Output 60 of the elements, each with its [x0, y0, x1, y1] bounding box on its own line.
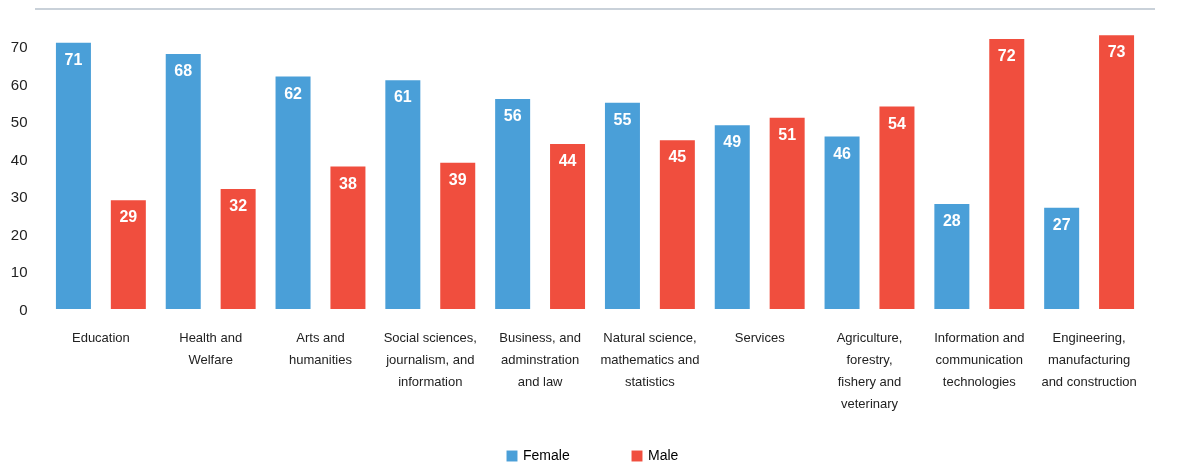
- bar: [824, 136, 860, 309]
- data-label: 45: [668, 148, 687, 166]
- data-label: 46: [833, 144, 852, 162]
- x-tick-label: Information and communication technologies: [934, 329, 1025, 389]
- x-tick-label: Social sciences, journalism, and information: [383, 329, 477, 389]
- data-label: 61: [393, 88, 412, 106]
- data-label: 56: [503, 107, 522, 124]
- bar: [495, 99, 531, 309]
- data-label: 44: [558, 152, 577, 169]
- data-label: 49: [723, 133, 742, 151]
- x-tick-label: Business, and adminstration and law: [499, 329, 581, 389]
- data-label: 39: [448, 170, 467, 188]
- bar: [604, 102, 640, 309]
- data-label: 54: [888, 114, 906, 132]
- y-tick-label: 0: [19, 300, 28, 318]
- legend-label: Male: [648, 447, 679, 463]
- data-label: 73: [1107, 43, 1126, 61]
- bar: [385, 80, 421, 309]
- y-tick-label: 70: [10, 38, 28, 55]
- bar: [879, 106, 915, 309]
- data-label: 62: [284, 84, 303, 102]
- x-tick-label: Services: [734, 329, 786, 345]
- x-tick-label: Education: [71, 329, 130, 345]
- y-tick-label: 40: [10, 150, 28, 168]
- y-tick-label: 30: [10, 188, 28, 205]
- bar: [934, 204, 970, 309]
- bar: [1099, 35, 1135, 309]
- bar: [550, 144, 586, 309]
- data-label: 51: [778, 125, 797, 143]
- data-label: 72: [997, 47, 1016, 64]
- data-label: 68: [174, 62, 193, 79]
- legend-label: Female: [523, 447, 570, 463]
- bar: [989, 39, 1025, 309]
- bar: [1044, 207, 1080, 309]
- x-tick-label: Arts and humanities: [289, 329, 353, 367]
- data-label: 29: [119, 208, 138, 226]
- data-label: 38: [339, 174, 357, 192]
- data-label: 32: [229, 197, 248, 214]
- bar: [55, 42, 91, 309]
- bar: [220, 189, 256, 309]
- x-tick-label: Natural science, mathematics and statistics: [600, 329, 700, 389]
- bar: [714, 125, 750, 309]
- bar: [769, 117, 805, 309]
- x-tick-label: Engineering, manufacturing and construction: [1041, 329, 1137, 389]
- bar: [165, 54, 201, 309]
- data-label: 28: [942, 212, 961, 229]
- y-tick-label: 50: [10, 113, 28, 130]
- data-label: 71: [64, 50, 83, 68]
- data-label: 55: [613, 110, 632, 128]
- y-tick-label: 60: [10, 75, 28, 93]
- bar: [110, 200, 146, 309]
- bar: [440, 162, 476, 309]
- bar: [330, 166, 366, 309]
- bar: [275, 76, 311, 309]
- data-label: 27: [1052, 215, 1071, 233]
- y-tick-label: 20: [10, 225, 28, 243]
- x-tick-label: Agriculture, forestry, fishery and veterinary: [836, 329, 903, 411]
- bar: [659, 140, 695, 309]
- x-tick-label: Health and Welfare: [179, 329, 243, 367]
- y-tick-label: 10: [10, 263, 28, 280]
